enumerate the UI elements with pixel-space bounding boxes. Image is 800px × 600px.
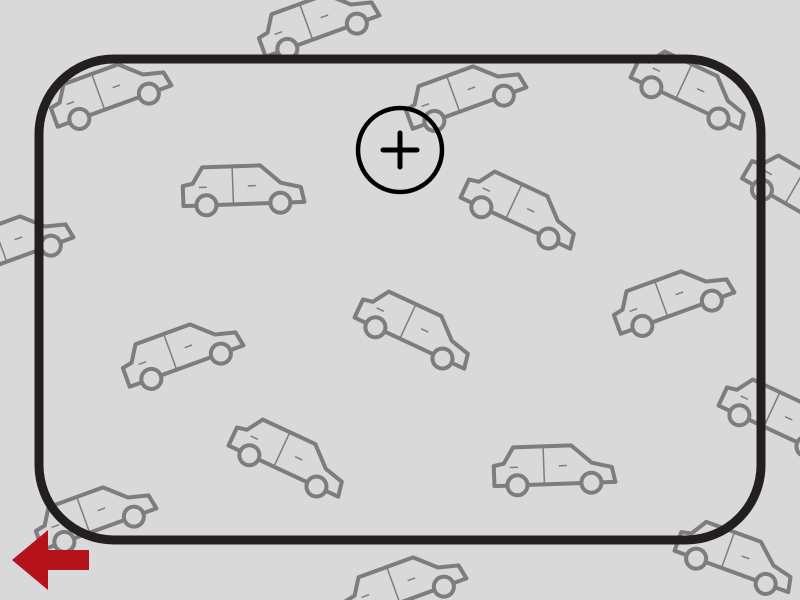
car-icon[interactable] (114, 307, 249, 399)
car-icon[interactable] (454, 161, 589, 260)
car-icon[interactable] (397, 49, 532, 141)
car-icon[interactable] (735, 143, 800, 250)
car-icon[interactable] (337, 540, 472, 600)
car-icon[interactable] (222, 409, 357, 508)
car-icon[interactable] (27, 470, 162, 562)
car-icon[interactable] (669, 513, 800, 600)
back-arrow-icon[interactable] (12, 530, 89, 590)
car-icon[interactable] (605, 254, 740, 346)
car-icon[interactable] (493, 444, 616, 496)
car-icon[interactable] (182, 164, 305, 216)
crosshair-icon (355, 105, 445, 195)
car-icon[interactable] (348, 281, 483, 380)
play-area-frame (34, 54, 766, 545)
